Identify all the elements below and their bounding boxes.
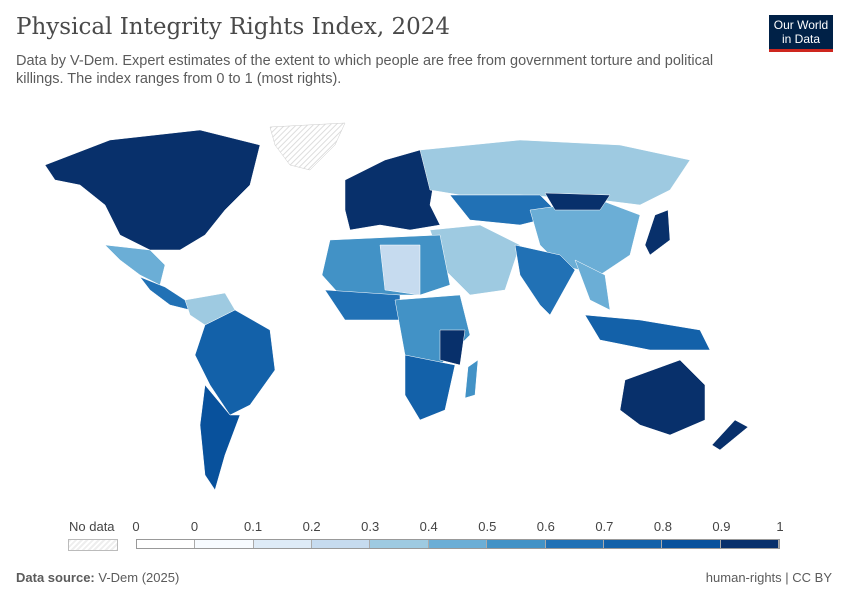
- legend-bin[interactable]: [253, 540, 313, 548]
- legend-bin[interactable]: [720, 540, 779, 548]
- region-madagascar[interactable]: [464, 359, 479, 399]
- region-europe[interactable]: [344, 149, 441, 231]
- data-source: Data source: V-Dem (2025): [16, 570, 179, 585]
- region-southern-africa[interactable]: [404, 354, 456, 421]
- region-mongolia[interactable]: [544, 192, 611, 211]
- legend-tick: 0.5: [478, 519, 497, 534]
- legend-tick: 0.1: [244, 519, 263, 534]
- region-north-america[interactable]: [44, 129, 261, 251]
- license[interactable]: human-rights | CC BY: [705, 570, 832, 585]
- world-map[interactable]: [0, 115, 850, 515]
- legend-tick: 0: [190, 519, 199, 534]
- color-scale: [136, 539, 780, 549]
- legend-tick: 0.7: [595, 519, 614, 534]
- region-new-zealand[interactable]: [711, 419, 749, 451]
- region-southeast-asia[interactable]: [574, 259, 611, 311]
- legend-tick: 0.8: [653, 519, 672, 534]
- no-data-swatch[interactable]: [68, 539, 118, 551]
- legend-bin[interactable]: [603, 540, 663, 548]
- legend-bin[interactable]: [487, 540, 546, 548]
- region-india[interactable]: [514, 244, 576, 316]
- region-central-america[interactable]: [139, 276, 191, 311]
- legend-tick: 1: [776, 519, 784, 534]
- legend-bin[interactable]: [312, 540, 371, 548]
- region-east-africa[interactable]: [439, 329, 466, 366]
- no-data-label: No data: [69, 519, 115, 534]
- legend-tick: 0.3: [361, 519, 380, 534]
- owid-logo[interactable]: Our World in Data: [769, 15, 833, 52]
- legend-bin[interactable]: [428, 540, 488, 548]
- legend-tick: 0.2: [302, 519, 321, 534]
- legend-tick: 0.6: [536, 519, 555, 534]
- source-label: Data source:: [16, 570, 95, 585]
- region-west-africa[interactable]: [324, 289, 401, 321]
- legend-bin[interactable]: [545, 540, 604, 548]
- legend-tick: 0.9: [712, 519, 731, 534]
- region-southern-cone[interactable]: [199, 384, 241, 491]
- chart-title: Physical Integrity Rights Index, 2024: [16, 14, 451, 40]
- source-link[interactable]: V-Dem (2025): [98, 570, 180, 585]
- region-indonesia[interactable]: [584, 314, 711, 351]
- chart-subtitle: Data by V-Dem. Expert estimates of the e…: [16, 53, 714, 87]
- legend-bin[interactable]: [195, 540, 254, 548]
- logo-text: Our World in Data: [773, 18, 829, 46]
- region-mexico[interactable]: [104, 244, 166, 286]
- legend-bin-zero[interactable]: [137, 540, 196, 548]
- region-russia[interactable]: [419, 139, 691, 206]
- region-japan[interactable]: [644, 209, 671, 256]
- region-greenland[interactable]: [269, 122, 346, 171]
- legend-bin[interactable]: [662, 540, 721, 548]
- region-brazil[interactable]: [194, 309, 276, 416]
- legend: No data 0 0 0.1 0.2 0.3 0.4 0.5 0.6 0.7 0.8 0.9 1: [0, 518, 850, 558]
- region-australia[interactable]: [619, 359, 706, 436]
- legend-tick: 0.4: [419, 519, 438, 534]
- region-sahel[interactable]: [379, 244, 421, 296]
- legend-bin[interactable]: [370, 540, 429, 548]
- legend-tick: 0: [132, 519, 140, 534]
